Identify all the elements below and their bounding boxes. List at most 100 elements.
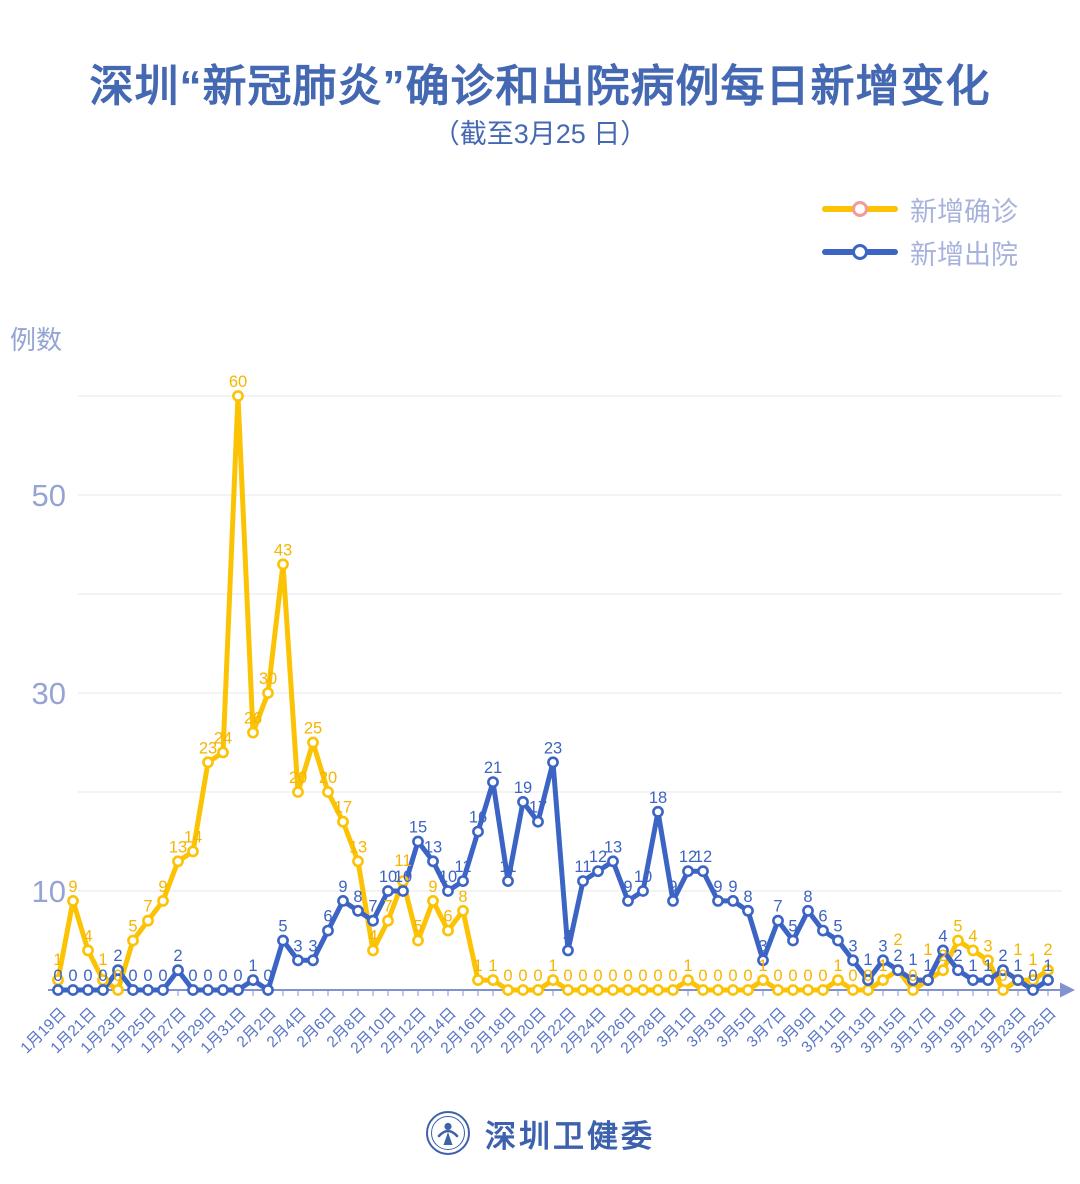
legend-item-discharged[interactable]: 新增出院 [822,235,1018,270]
discharged-value-label: 5 [788,918,797,936]
discharged-value-label: 11 [499,858,516,876]
discharged-value-label: 0 [68,967,77,985]
discharged-value-label: 6 [323,908,332,926]
discharged-value-label: 0 [263,967,272,985]
discharged-point [352,904,364,917]
confirmed-value-label: 20 [289,769,307,787]
confirmed-value-label: 1 [923,941,932,959]
confirmed-point [247,726,259,739]
discharged-point [757,954,769,967]
discharged-point [982,974,994,986]
confirmed-value-label: 0 [608,967,617,985]
confirmed-value-label: 1 [878,957,887,975]
discharged-value-label: 1 [923,957,932,975]
confirmed-value-label: 25 [304,720,322,738]
confirmed-point [982,954,994,967]
discharged-value-label: 9 [668,878,677,896]
confirmed-value-label: 0 [713,967,722,985]
discharged-value-label: 0 [98,967,107,985]
confirmed-point [967,944,979,957]
discharged-value-label: 8 [353,888,362,906]
confirmed-value-label: 0 [773,967,782,985]
confirmed-point [157,895,169,907]
discharged-value-label: 17 [529,799,547,817]
discharged-point [742,904,754,917]
discharged-point [82,984,94,996]
confirmed-point [277,558,289,571]
confirmed-value-label: 0 [623,967,632,985]
discharged-value-label: 7 [368,898,377,916]
discharged-value-label: 2 [953,947,962,965]
confirmed-point [757,974,769,986]
discharged-value-label: 8 [803,888,812,906]
chart-title: 深圳“新冠肺炎”确诊和出院病例每日新增变化 [89,62,991,111]
confirmed-point [667,984,679,996]
discharged-point [367,914,379,927]
footer-org-name: 深圳卫健委 [485,1118,655,1154]
legend-label-discharged: 新增出院 [910,239,1018,270]
confirmed-value-label: 0 [503,967,512,985]
discharged-value-label: 13 [604,838,622,856]
confirmed-value-label: 1 [488,957,497,975]
discharged-point [97,984,109,996]
discharged-point [652,805,664,818]
discharged-point [892,964,904,977]
discharged-value-label: 2 [998,947,1007,965]
confirmed-value-label: 13 [169,838,187,856]
discharged-value-label: 15 [409,819,427,837]
discharged-value-label: 1 [1043,957,1052,975]
confirmed-value-label: 1 [833,957,842,975]
discharged-value-label: 9 [623,878,632,896]
discharged-point [337,895,349,907]
discharged-value-label: 1 [908,951,917,969]
discharged-value-label: 0 [83,967,92,985]
confirmed-point [847,984,859,996]
discharged-point [532,815,544,828]
confirmed-value-label: 9 [428,878,437,896]
discharged-point [607,855,619,868]
chart-subtitle: （截至3月25 日） [432,119,648,149]
discharged-point [922,974,934,986]
confirmed-value-label: 1 [1013,941,1022,959]
confirmed-value-label: 26 [244,710,262,728]
confirmed-value-label: 6 [443,908,452,926]
confirmed-value-label: 0 [668,967,677,985]
discharged-point [322,924,334,937]
confirmed-value-label: 0 [743,967,752,985]
discharged-value-label: 3 [293,937,302,955]
confirmed-point [877,974,889,986]
discharged-value-label: 10 [379,868,397,886]
confirmed-point [487,974,499,986]
discharged-value-label: 18 [649,789,667,807]
confirmed-value-label: 0 [518,967,527,985]
discharged-point [682,865,694,878]
confirmed-point [997,984,1009,996]
confirmed-point [127,934,139,947]
legend-label-confirmed: 新增确诊 [910,196,1018,227]
discharged-point [562,944,574,957]
confirmed-value-label: 0 [593,967,602,985]
discharged-point [487,776,499,788]
discharged-value-label: 4 [563,927,572,945]
confirmed-value-label: 0 [653,967,662,985]
discharged-value-label: 2 [113,947,122,965]
confirmed-value-label: 9 [158,878,167,896]
discharged-value-label: 0 [53,967,62,985]
discharged-value-label: 5 [833,918,842,936]
confirmed-point [352,855,364,868]
discharged-value-label: 0 [158,967,167,985]
confirmed-value-label: 0 [788,967,797,985]
discharged-value-label: 9 [728,878,737,896]
confirmed-point [457,904,469,917]
confirmed-point [202,756,214,769]
confirmed-value-label: 13 [349,838,367,856]
discharged-point [187,984,199,996]
discharged-point [517,796,529,808]
confirmed-value-label: 60 [229,373,247,391]
discharged-point [397,885,409,897]
discharged-value-label: 10 [394,868,412,886]
discharged-point [292,954,304,967]
legend-item-confirmed[interactable]: 新增确诊 [822,192,1018,227]
discharged-point [592,865,604,878]
